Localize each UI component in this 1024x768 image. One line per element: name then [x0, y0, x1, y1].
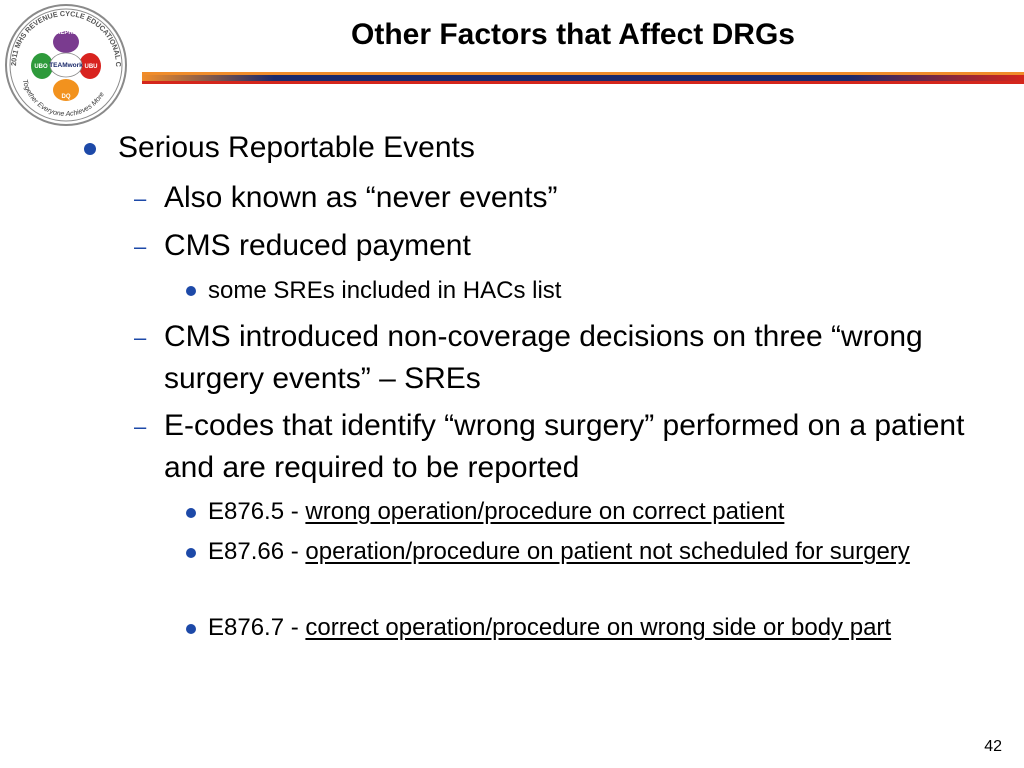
- dash-bullet: –: [134, 234, 147, 259]
- ecode-link[interactable]: correct operation/procedure on wrong sid…: [305, 614, 892, 641]
- bullet-serious-reportable-events: Serious Reportable Events: [118, 131, 475, 164]
- logo-hand-label-4: UBO: [34, 64, 48, 70]
- bullet-dot: [84, 143, 96, 155]
- dash-bullet: –: [134, 414, 147, 439]
- logo-hand-label-3: DQ: [62, 94, 71, 100]
- slide-title: Other Factors that Affect DRGs: [351, 18, 795, 51]
- subbullet-cms-noncoverage: CMS introduced non-coverage decisions on…: [164, 320, 923, 395]
- subbullet-cms-reduced-payment: CMS reduced payment: [164, 229, 471, 262]
- page-number: 42: [984, 738, 1002, 755]
- hands-graphic: [31, 31, 101, 101]
- subbullet-never-events: Also known as “never events”: [164, 181, 558, 214]
- ecode-code: E87.66 -: [208, 538, 306, 565]
- dash-bullet: –: [134, 186, 147, 211]
- ecode-item: E876.7 - correct operation/procedure on …: [208, 611, 968, 645]
- ecode-item: E876.5 - wrong operation/procedure on co…: [208, 495, 978, 529]
- ecode-code: E876.5 -: [208, 498, 306, 525]
- dash-bullet: –: [134, 325, 147, 350]
- subbullet-ecodes: E-codes that identify “wrong surgery” pe…: [164, 409, 965, 484]
- ecode-link[interactable]: operation/procedure on patient not sched…: [305, 538, 910, 565]
- conference-logo: 2011 MHS REVENUE CYCLE EDUCATIONAL CONFE…: [2, 2, 127, 126]
- subsubbullet-sres-hacs: some SREs included in HACs list: [208, 277, 562, 304]
- bullet-dot: [186, 286, 196, 296]
- ecode-item: E87.66 - operation/procedure on patient …: [208, 535, 948, 569]
- logo-hand-label-2: UBU: [85, 64, 98, 70]
- ecode-link[interactable]: wrong operation/procedure on correct pat…: [305, 498, 785, 525]
- bullet-dot: [186, 548, 196, 558]
- logo-hand-label-1: MEPRS: [55, 30, 76, 36]
- title-underline-bar: [142, 72, 1024, 84]
- bullet-dot: [186, 508, 196, 518]
- ecode-code: E876.7 -: [208, 614, 306, 641]
- logo-center-text: TEAMwork: [49, 62, 83, 69]
- bullet-dot: [186, 624, 196, 634]
